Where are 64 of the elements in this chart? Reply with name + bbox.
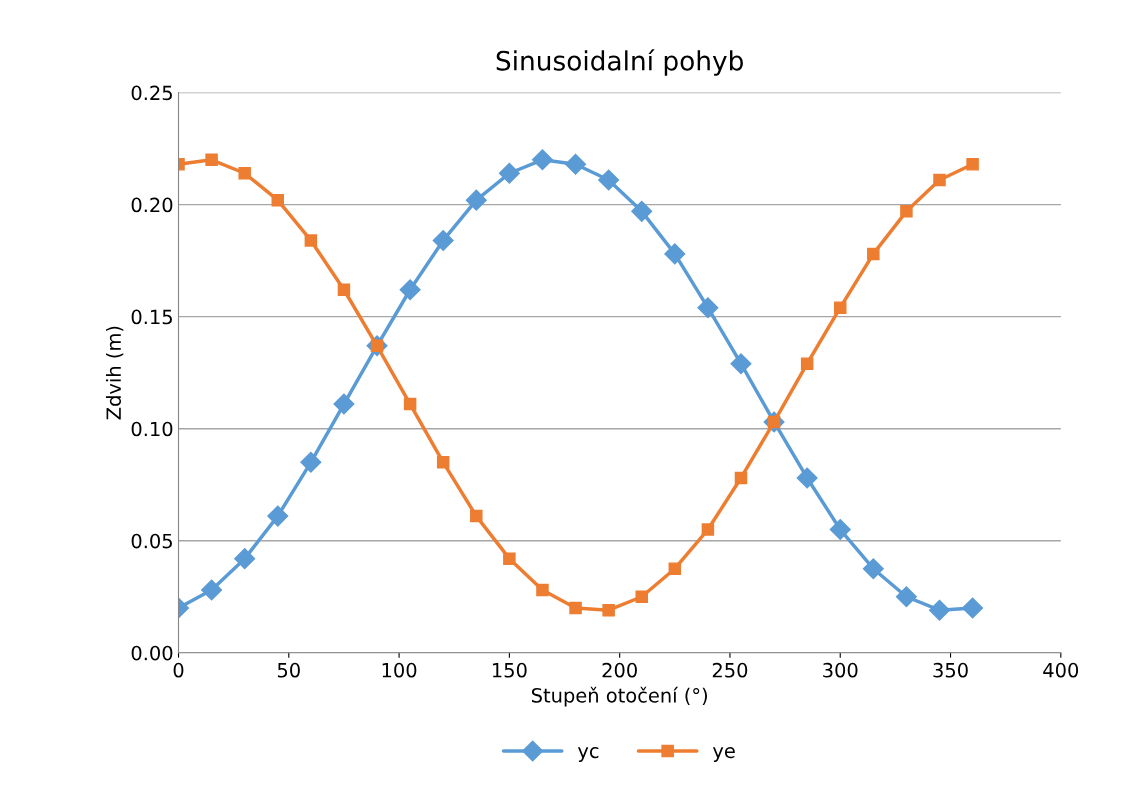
x-tick-label: 350 [933,662,968,678]
x-axis-title: Stupeň otočení (°) [531,686,707,707]
point [966,158,979,171]
y-tick-label: 0.25 [131,85,172,101]
point [436,456,450,469]
y-tick-label: 0.05 [131,533,172,549]
legend-label: ye [712,746,735,762]
point [933,173,946,187]
point [829,519,851,541]
point [201,579,223,601]
x-tick-label: 400 [1043,662,1079,678]
point [304,234,318,247]
point [569,601,582,615]
point [631,200,653,222]
point [432,229,454,251]
x-tick-label: 0 [173,662,184,678]
point [800,357,814,370]
point [962,597,984,619]
point [498,162,520,184]
x-tick-label: 200 [602,662,637,678]
x-tick-label: 250 [712,662,748,678]
y-tick-label: 0.20 [131,197,173,213]
y-axis-title: Zdvih (m) [105,326,124,420]
point [565,153,587,175]
point [895,586,917,608]
point [730,353,752,375]
y-tick-label: 0.15 [131,309,172,325]
point [333,393,355,415]
x-tick-label: 50 [277,662,300,678]
point [267,505,289,527]
point [664,243,686,265]
point [531,149,553,171]
point [598,169,620,191]
point [867,247,880,261]
point [300,451,322,473]
point [668,562,682,575]
x-tick-label: 100 [382,662,417,678]
point [734,471,748,485]
point [900,205,913,218]
point [337,283,351,297]
x-tick-label: 300 [823,662,858,678]
point [238,166,251,180]
point [635,590,648,603]
point [503,552,516,565]
point [205,153,218,167]
legend-label: yc [577,746,599,762]
point [602,603,615,617]
point [403,397,417,411]
x-tick-label: 150 [492,662,527,678]
point [399,279,421,301]
point [470,509,483,523]
point [701,523,715,536]
point [833,301,847,314]
point [465,189,487,211]
chart-title: Sinusoidalní pohyb [496,49,743,76]
point [928,599,951,621]
point [234,548,256,570]
point [796,467,818,489]
point [697,297,719,319]
point [862,558,884,580]
y-tick-label: 0.10 [131,421,173,437]
point [271,193,285,207]
point [536,583,549,597]
y-tick-label: 0.00 [131,645,173,661]
